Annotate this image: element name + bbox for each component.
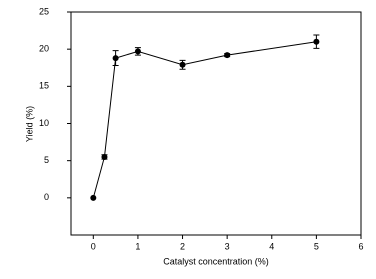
y-tick-label: 5 [44, 155, 49, 165]
x-tick-label: 6 [358, 241, 363, 251]
x-tick-label: 1 [135, 241, 140, 251]
x-axis-label: Catalyst concentration (%) [163, 256, 269, 266]
x-tick-label: 4 [269, 241, 274, 251]
data-point [90, 194, 97, 201]
data-point [112, 55, 119, 62]
data-point [179, 61, 186, 68]
data-point [134, 48, 141, 55]
x-tick-label: 3 [225, 241, 230, 251]
y-tick-label: 10 [39, 118, 49, 128]
y-tick-label: 25 [39, 6, 49, 16]
y-tick-label: 15 [39, 81, 49, 91]
data-point [224, 52, 231, 59]
data-point [313, 38, 320, 45]
data-point [101, 153, 108, 160]
data-line [92, 41, 317, 198]
x-tick-label: 0 [91, 241, 96, 251]
plot-frame [70, 11, 362, 236]
x-tick-label: 2 [180, 241, 185, 251]
y-tick-label: 0 [44, 192, 49, 202]
y-tick-label: 20 [39, 44, 49, 54]
x-tick-label: 5 [314, 241, 319, 251]
y-axis-label: Yield (%) [24, 106, 34, 142]
